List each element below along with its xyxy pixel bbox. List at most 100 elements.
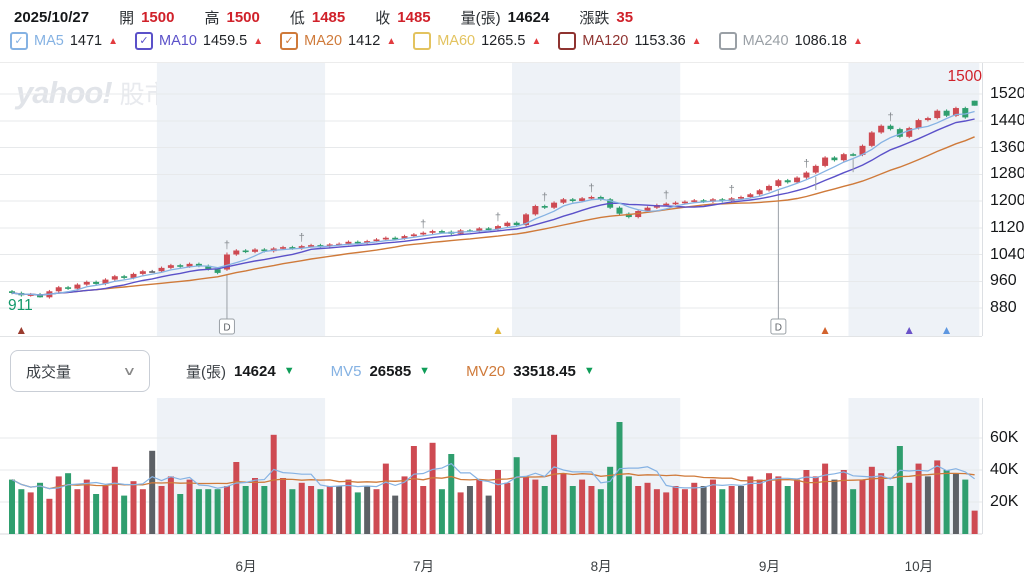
ma20-line — [11, 136, 975, 296]
volume-bar — [822, 463, 829, 534]
mv5-field: MV5 26585 ▼ — [331, 363, 430, 380]
volume-bar — [588, 486, 595, 534]
price-axis-tick: 1360 — [990, 138, 1024, 156]
dividend-marker-box[interactable] — [770, 318, 787, 335]
volume-axis-tick: 20K — [990, 493, 1019, 510]
candle-body — [494, 226, 501, 230]
ma20-toggle[interactable]: ✓ MA20 1412 ▲ — [280, 32, 396, 50]
ma20-checkbox[interactable]: ✓ — [280, 32, 299, 50]
volume-bar — [868, 466, 875, 534]
down-triangle-icon: ▼ — [419, 365, 431, 377]
volume-value-label: 量(張) — [186, 363, 226, 381]
candle-body — [485, 228, 492, 231]
dividend-marker-box[interactable] — [218, 318, 235, 335]
volume-bar — [691, 482, 698, 534]
candle-body — [896, 129, 903, 137]
candle-body — [438, 231, 445, 233]
volume-bar — [65, 473, 72, 534]
candle-body — [83, 281, 90, 285]
high-label: 高 — [204, 10, 220, 27]
cross-marker-icon: † — [729, 184, 735, 196]
candle-body — [915, 120, 922, 129]
month-band — [156, 63, 326, 336]
ma10-toggle[interactable]: ✓ MA10 1459.5 ▲ — [135, 32, 263, 50]
candle-body — [205, 265, 212, 270]
ma60-checkbox[interactable]: ✓ — [413, 32, 432, 50]
volume-bar — [336, 486, 343, 534]
ma5-toggle[interactable]: ✓ MA5 1471 ▲ — [10, 32, 118, 50]
candle-body — [840, 154, 847, 161]
price-chart-svg[interactable]: D D † † † † † † † † † † ▲ ▲ ▲ ▲ ▲ — [0, 63, 983, 337]
volume-bar — [476, 479, 483, 534]
candle-body — [560, 199, 567, 203]
price-axis-tick: 1040 — [990, 245, 1024, 263]
ma60-toggle[interactable]: ✓ MA60 1265.5 ▲ — [413, 32, 541, 50]
low-value: 1485 — [311, 9, 346, 26]
volume-bar — [915, 463, 922, 534]
candle-body — [102, 279, 109, 284]
ohlc-header: 2025/10/27 開 1500 高 1500 低 1485 收 1485 量… — [14, 7, 633, 28]
mv5-value: 26585 — [369, 362, 412, 380]
ma10-checkbox[interactable]: ✓ — [135, 32, 153, 50]
volume-chart-panel[interactable]: 60K 40K 20K 6月 7月 8月 9月 10月 — [0, 398, 1024, 576]
candle-body — [167, 265, 174, 268]
candle-body — [27, 294, 34, 296]
volume-bar — [466, 486, 473, 534]
volume-bar — [317, 489, 324, 534]
volume-bar — [102, 486, 109, 534]
ma-toggle-row: ✓ MA5 1471 ▲ ✓ MA10 1459.5 ▲ ✓ MA20 1412… — [10, 32, 863, 50]
volume-bar — [364, 486, 371, 534]
volume-bar — [149, 450, 156, 534]
month-band — [848, 398, 980, 534]
volume-bar — [653, 489, 660, 534]
candle-body — [9, 291, 15, 293]
candle-body — [541, 206, 548, 208]
volume-indicator-select[interactable]: 成交量 ∨ — [10, 350, 150, 392]
cross-marker-icon: † — [803, 158, 809, 170]
volume-bar — [924, 476, 931, 534]
volume-chart-svg[interactable] — [0, 398, 983, 576]
price-axis-tick: 1280 — [990, 165, 1024, 183]
candle-body — [513, 222, 520, 226]
candle-body — [803, 172, 810, 178]
volume-bar — [280, 478, 287, 534]
volume-bar — [812, 476, 819, 534]
volume-bar — [121, 495, 128, 534]
ma5-checkbox[interactable]: ✓ — [10, 32, 28, 50]
volume-bar — [756, 479, 763, 534]
volume-bar — [560, 473, 567, 534]
candle-body — [971, 100, 978, 106]
candle-body — [737, 196, 744, 199]
volume-bar — [18, 489, 25, 534]
candle-body — [924, 118, 931, 121]
month-label: 8月 — [590, 559, 612, 574]
up-triangle-icon: ▲ — [852, 35, 863, 47]
ma60-label: MA60 — [437, 33, 476, 49]
volume-indicator-label: 成交量 — [26, 363, 72, 381]
candle-body — [747, 194, 754, 197]
dividend-marker-label: D — [223, 323, 230, 334]
volume-bar — [242, 486, 249, 534]
volume-bar — [289, 489, 296, 534]
price-chart-panel[interactable]: yahoo! 股市 D D † † † † † † † † † † ▲ ▲ ▲ ▲ ▲ 1500 911 152… — [0, 62, 1024, 337]
change-label: 漲跌 — [579, 10, 610, 27]
ma120-toggle[interactable]: ✓ MA120 1153.36 ▲ — [558, 32, 702, 50]
volume-bar — [261, 486, 268, 534]
ma120-checkbox[interactable]: ✓ — [558, 32, 577, 50]
volume-bar — [308, 486, 315, 534]
high-value: 1500 — [226, 9, 260, 26]
volume-bar — [896, 446, 903, 534]
candle-body — [392, 237, 399, 240]
ma240-checkbox[interactable]: ✓ — [718, 32, 737, 50]
volume-bar — [766, 473, 773, 534]
volume-bar — [354, 492, 361, 534]
candle-body — [420, 232, 427, 235]
current-price-tag: 1500 — [947, 68, 982, 85]
signal-triangle-icon: ▲ — [15, 323, 27, 337]
ma5-line — [11, 110, 975, 296]
candle-body — [195, 263, 202, 266]
candle-body — [644, 207, 651, 212]
ma240-toggle[interactable]: ✓ MA240 1086.18 ▲ — [718, 32, 863, 50]
candle-body — [364, 241, 371, 244]
volume-field: 量(張) 14624 — [461, 7, 550, 28]
